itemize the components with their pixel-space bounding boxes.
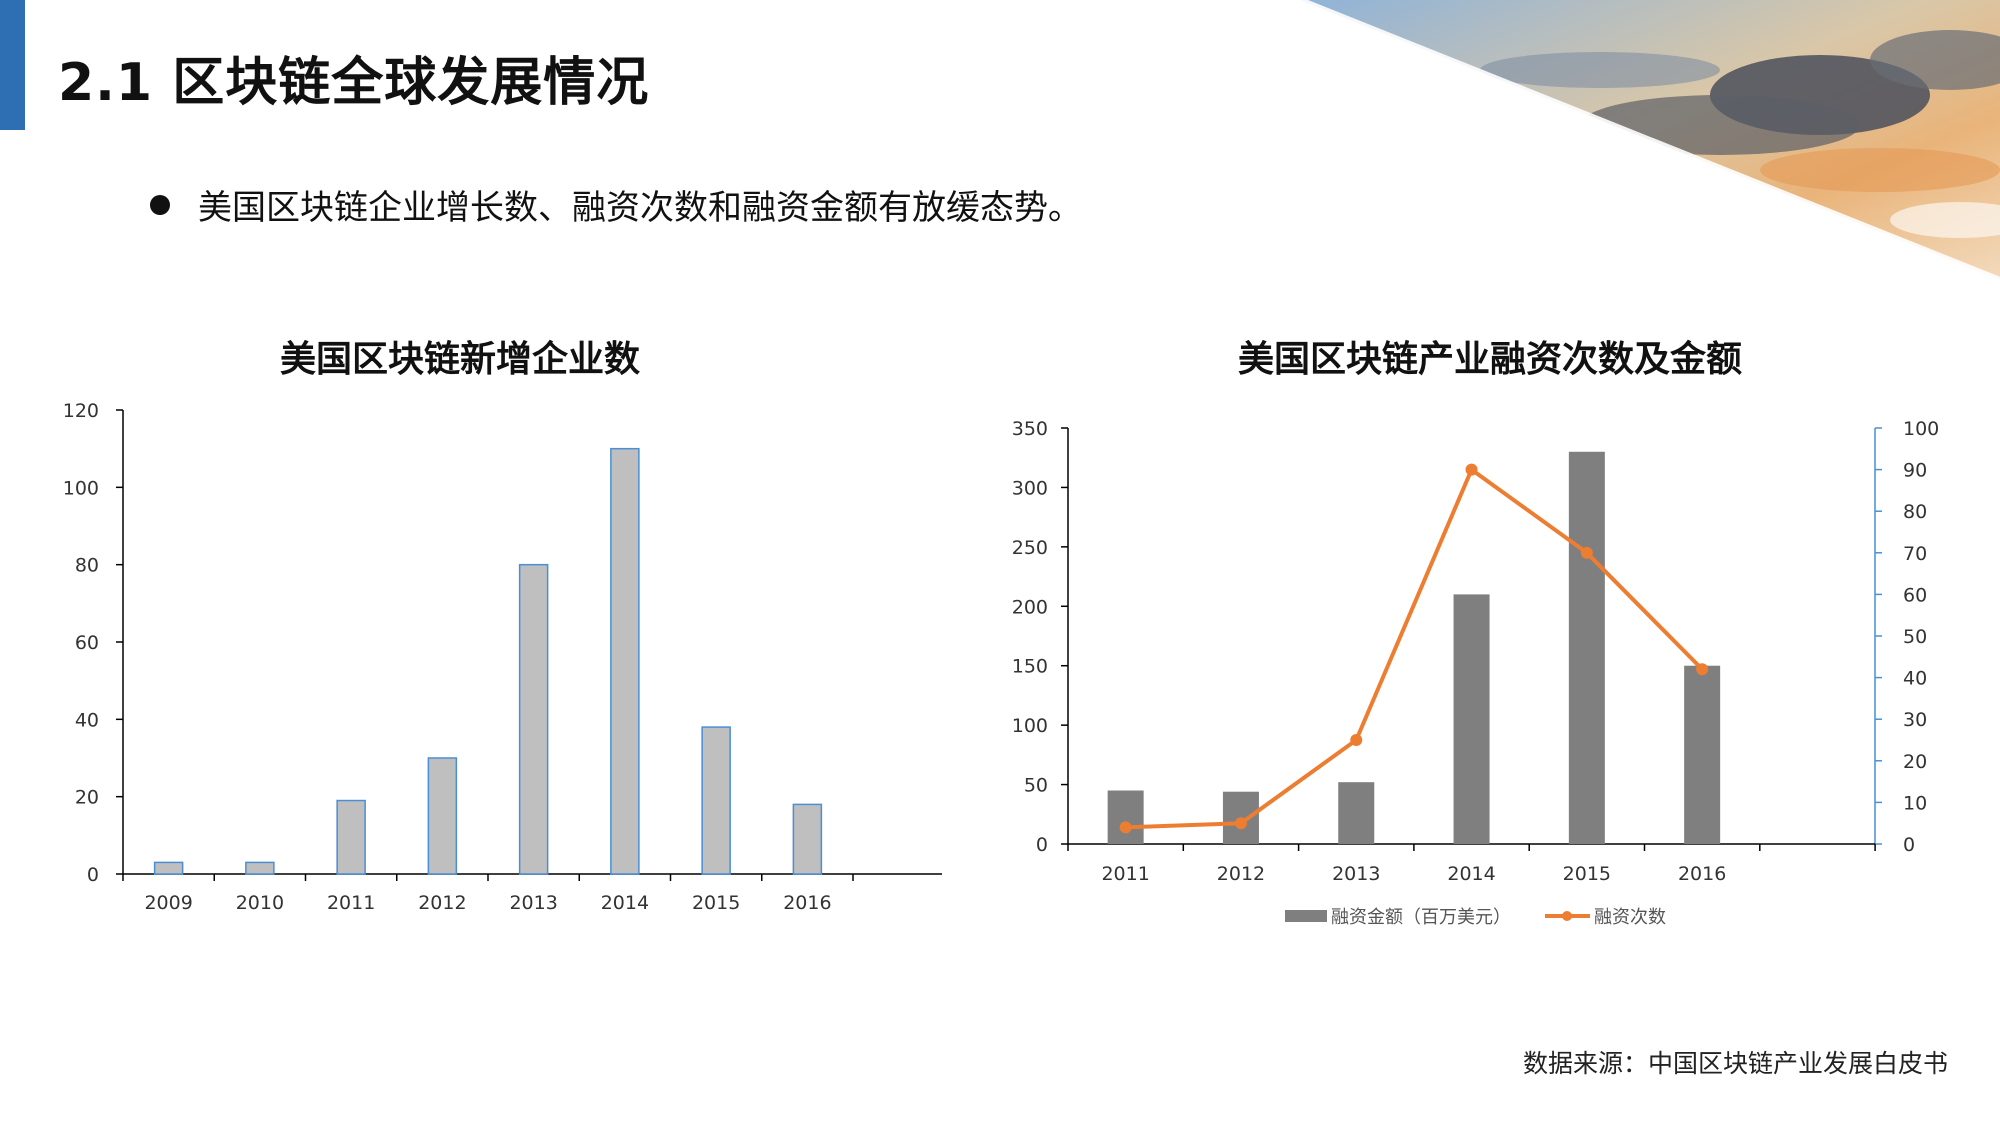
point-count-2011 (1119, 821, 1132, 834)
bar-2013 (518, 563, 549, 875)
x-tick-label: 2015 (692, 892, 740, 914)
bullet-text: 美国区块链企业增长数、融资次数和融资金额有放缓态势。 (198, 188, 1082, 228)
point-count-2015 (1580, 546, 1593, 559)
right-y-tick-label: 80 (1903, 501, 1927, 523)
right-y-tick-label: 30 (1903, 709, 1927, 731)
bar-amount-2014 (1453, 594, 1490, 844)
x-tick-label: 2014 (601, 892, 649, 914)
left-y-tick-label: 50 (1024, 775, 1048, 797)
left-y-tick-label: 150 (1012, 656, 1048, 678)
x-tick-label: 2015 (1563, 863, 1611, 885)
point-count-2013 (1350, 734, 1363, 746)
y-tick-label: 80 (75, 555, 99, 577)
y-tick-label: 100 (63, 477, 99, 499)
x-tick-label: 2016 (783, 892, 831, 914)
left-y-tick-label: 100 (1012, 715, 1048, 737)
bar-amount-2011 (1107, 790, 1144, 844)
page-title: 2.1 区块链全球发展情况 (58, 53, 650, 113)
sky-banner-image (1298, 0, 2000, 283)
right-y-tick-label: 0 (1903, 834, 1915, 856)
line-financing-count (1125, 467, 1704, 830)
left-y-tick-label: 250 (1012, 537, 1048, 559)
right-y-tick-label: 10 (1903, 792, 1927, 814)
bullet-point: 美国区块链企业增长数、融资次数和融资金额有放缓态势。 (150, 180, 1082, 229)
left-y-tick-label: 350 (1012, 418, 1048, 440)
legend-marker-count (1562, 911, 1572, 921)
bar-2015 (701, 726, 731, 875)
bar-2011 (336, 799, 366, 875)
x-tick-label: 2009 (144, 892, 192, 914)
bar-2014 (610, 447, 640, 875)
accent-bar (0, 0, 25, 130)
left-y-tick-label: 0 (1036, 834, 1048, 856)
x-tick-label: 2016 (1678, 863, 1726, 885)
x-tick-label: 2012 (418, 892, 466, 914)
x-tick-label: 2014 (1447, 863, 1495, 885)
left-y-tick-label: 200 (1012, 596, 1048, 618)
bar-amount-2016 (1684, 665, 1721, 844)
bar-2016 (792, 803, 823, 875)
right-y-tick-label: 90 (1903, 460, 1927, 482)
bar-2009 (153, 861, 184, 875)
point-count-2012 (1234, 817, 1247, 830)
right-y-tick-label: 20 (1903, 751, 1927, 773)
y-tick-label: 20 (75, 787, 99, 809)
y-tick-label: 60 (75, 632, 99, 654)
x-tick-label: 2011 (1101, 863, 1149, 885)
bar-amount-2015 (1568, 451, 1605, 844)
x-tick-label: 2012 (1217, 863, 1265, 885)
right-y-tick-label: 70 (1903, 543, 1927, 565)
point-count-2016 (1696, 663, 1709, 676)
legend-swatch-amount (1285, 910, 1327, 922)
legend-label-amount: 融资金额（百万美元） (1331, 907, 1511, 928)
x-tick-label: 2013 (1332, 863, 1380, 885)
bar-2010 (245, 861, 275, 875)
y-tick-label: 40 (75, 709, 99, 731)
right-y-tick-label: 50 (1903, 626, 1927, 648)
y-tick-label: 120 (63, 400, 99, 422)
x-tick-label: 2013 (509, 892, 557, 914)
bar-2012 (427, 757, 458, 875)
bullet-dot-icon (150, 194, 170, 215)
left-y-tick-label: 300 (1012, 477, 1048, 499)
bar-amount-2013 (1338, 782, 1375, 844)
chart1-title: 美国区块链新增企业数 (279, 339, 640, 380)
x-tick-label: 2010 (236, 892, 284, 914)
y-tick-label: 0 (87, 864, 99, 886)
chart2-title: 美国区块链产业融资次数及金额 (1237, 339, 1742, 380)
point-count-2014 (1465, 463, 1478, 476)
right-y-tick-label: 100 (1903, 418, 1939, 440)
right-y-tick-label: 60 (1903, 584, 1927, 606)
legend-label-count: 融资次数 (1594, 907, 1666, 928)
source-note: 数据来源：中国区块链产业发展白皮书 (1522, 1049, 1948, 1078)
x-tick-label: 2011 (327, 892, 375, 914)
right-y-tick-label: 40 (1903, 668, 1927, 690)
